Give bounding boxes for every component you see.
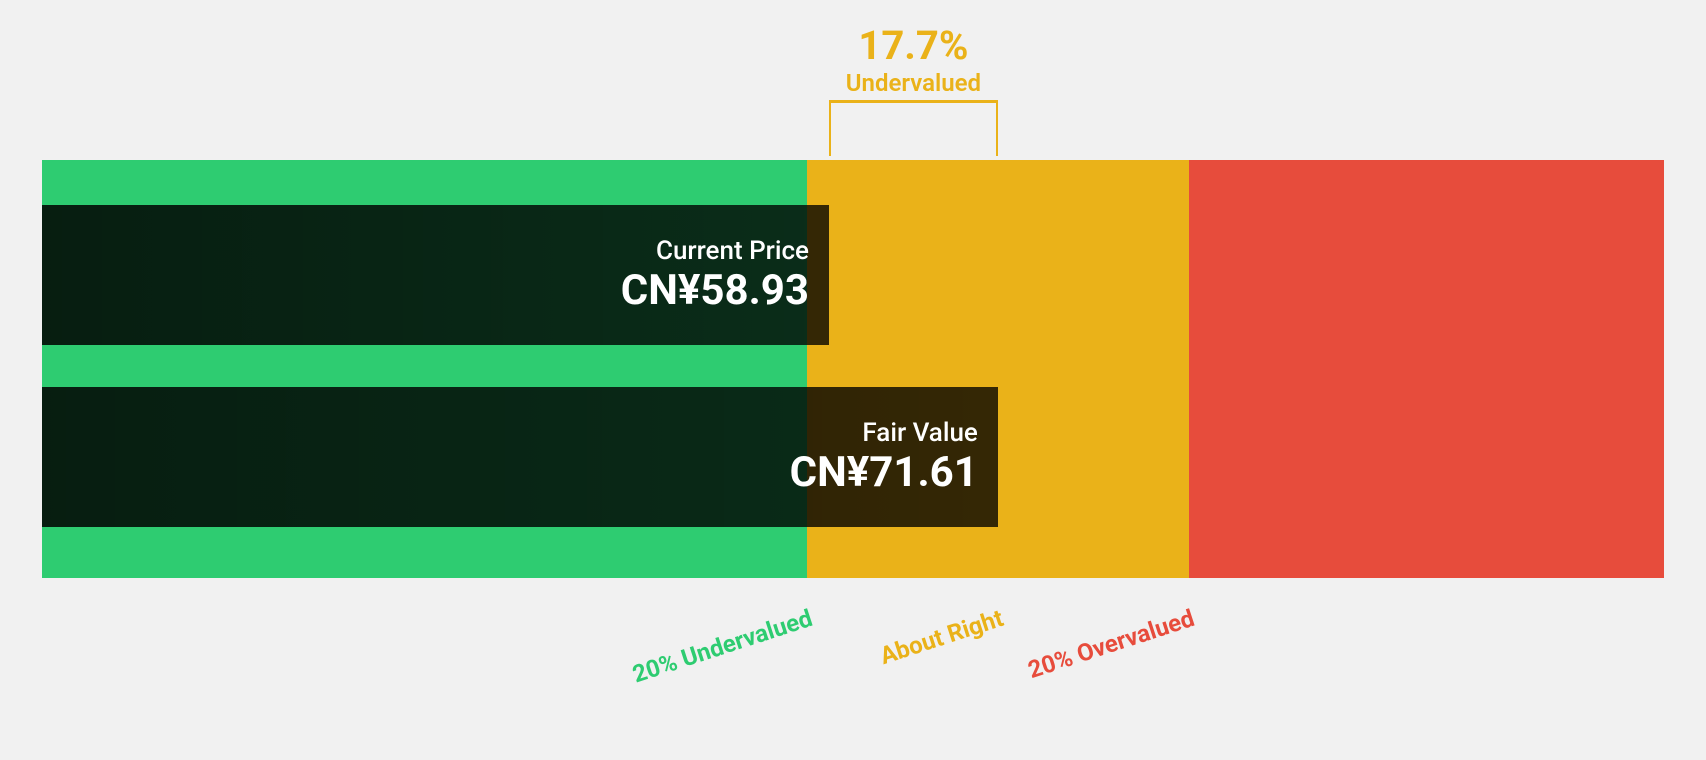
current-price-value: CN¥58.93: [621, 266, 809, 315]
fair-value-value: CN¥71.61: [790, 448, 978, 497]
fair-value-label: Fair Value: [862, 418, 977, 448]
zone-overvalued: [1189, 160, 1664, 578]
callout-ticks: [829, 100, 998, 156]
axis-label-about-right: About Right: [876, 604, 1006, 670]
fair-value-bar: Fair Value CN¥71.61: [42, 387, 998, 527]
current-price-bar: Current Price CN¥58.93: [42, 205, 829, 345]
axis-label-overvalued: 20% Overvalued: [1025, 604, 1198, 684]
current-price-label: Current Price: [656, 236, 809, 266]
valuation-status: Undervalued: [846, 69, 981, 97]
axis-label-undervalued: 20% Undervalued: [629, 604, 816, 688]
valuation-chart: 17.7% Undervalued Current Price CN¥58.93…: [0, 0, 1706, 760]
valuation-callout: 17.7% Undervalued: [846, 22, 981, 97]
valuation-percent: 17.7%: [846, 22, 981, 69]
